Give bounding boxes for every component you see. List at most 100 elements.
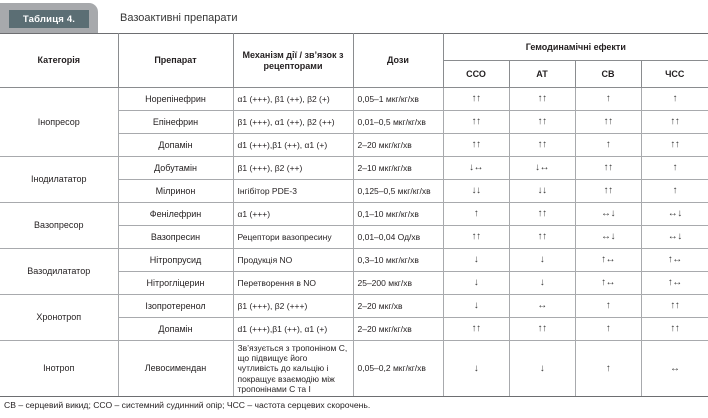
drug-cell: Допамін [117, 133, 234, 157]
table-row: Допамін d1 (+++),β1 (++), α1 (+) 2–20 мк… [0, 133, 708, 157]
table-row: Вазопресин Рецептори вазопресину 0,01–0,… [0, 225, 708, 249]
effect-chss-cell: ↔↓ [640, 225, 708, 249]
effect-sv-cell: ↑↔ [574, 271, 642, 295]
effect-at-cell: ↑↑ [508, 133, 576, 157]
category-cell: Інопресор [0, 87, 119, 157]
category-cell: Вазодилататор [0, 248, 119, 295]
effect-sso-cell: ↓ [442, 340, 510, 397]
effect-sv-cell: ↔↓ [574, 202, 642, 226]
drug-cell: Норепінефрин [117, 87, 234, 111]
dose-cell: 0,01–0,5 мкг/кг/хв [352, 110, 444, 134]
effect-sv-cell: ↑ [574, 133, 642, 157]
drug-cell: Добутамін [117, 156, 234, 180]
category-cell: Інотроп [0, 340, 119, 397]
effect-chss-cell: ↑ [640, 87, 708, 111]
effect-sso-cell: ↑↑ [442, 225, 510, 249]
category-cell: Інодилататор [0, 156, 119, 203]
effect-at-cell: ↓↓ [508, 179, 576, 203]
category-cell: Хронотроп [0, 294, 119, 341]
dose-cell: 0,125–0,5 мкг/кг/хв [352, 179, 444, 203]
column-header-sv: СВ [574, 60, 642, 88]
effect-at-cell: ↓↔ [508, 156, 576, 180]
drug-cell: Левосимендан [117, 340, 234, 397]
effect-sso-cell: ↑↑ [442, 317, 510, 341]
mechanism-cell: Інгібітор PDE-3 [232, 179, 354, 203]
dose-cell: 0,05–1 мкг/кг/хв [352, 87, 444, 111]
dose-cell: 0,01–0,04 Од/хв [352, 225, 444, 249]
effect-sso-cell: ↓ [442, 271, 510, 295]
page-title: Вазоактивні препарати [120, 12, 238, 24]
column-header-sso: ССО [442, 60, 510, 88]
dose-cell: 0,05–0,2 мкг/кг/хв [352, 340, 444, 397]
effect-sso-cell: ↑↑ [442, 110, 510, 134]
column-header-dose: Дози [352, 33, 444, 88]
drug-cell: Нітрогліцерин [117, 271, 234, 295]
mechanism-cell: β1 (+++), α1 (++), β2 (++) [232, 110, 354, 134]
column-header-at: АТ [508, 60, 576, 88]
header-row-top: Категорія Препарат Механізм дії / зв’язо… [0, 33, 708, 88]
dose-cell: 2–20 мкг/кг/хв [352, 133, 444, 157]
effect-chss-cell: ↑↑ [640, 294, 708, 318]
effect-at-cell: ↑↑ [508, 225, 576, 249]
effect-at-cell: ↔ [508, 294, 576, 318]
table-row: Інопресор Норепінефрин α1 (+++), β1 (++)… [0, 87, 708, 157]
table-row: Інодилататор Добутамін β1 (+++), β2 (++)… [0, 156, 708, 203]
table-row: Вазопресор Фенілефрин α1 (+++) 0,1–10 мк… [0, 202, 708, 249]
effect-at-cell: ↓ [508, 271, 576, 295]
mechanism-cell: Перетворення в NO [232, 271, 354, 295]
header-row-sub: ССО АТ СВ ЧСС [0, 60, 708, 88]
effect-sv-cell: ↑ [574, 87, 642, 111]
effect-chss-cell: ↑ [640, 179, 708, 203]
table-label: Таблиця 4. [9, 10, 89, 28]
effect-chss-cell: ↑↔ [640, 248, 708, 272]
effect-chss-cell: ↔ [640, 340, 708, 397]
dose-cell: 25–200 мкг/хв [352, 271, 444, 295]
effect-at-cell: ↑↑ [508, 317, 576, 341]
effect-sso-cell: ↑↑ [442, 87, 510, 111]
effect-sso-cell: ↓ [442, 248, 510, 272]
column-header-category: Категорія [0, 33, 119, 88]
dose-cell: 2–10 мкг/кг/хв [352, 156, 444, 180]
table-row: Мілринон Інгібітор PDE-3 0,125–0,5 мкг/к… [0, 179, 708, 203]
mechanism-cell: d1 (+++),β1 (++), α1 (+) [232, 317, 354, 341]
dose-cell: 2–20 мкг/кг/хв [352, 317, 444, 341]
effect-at-cell: ↓ [508, 340, 576, 397]
effect-sv-cell: ↑ [574, 317, 642, 341]
mechanism-cell: d1 (+++),β1 (++), α1 (+) [232, 133, 354, 157]
table-row: Інотроп Левосимендан Зв’язується з тропо… [0, 340, 708, 397]
effect-sv-cell: ↑↑ [574, 110, 642, 134]
drug-cell: Епінефрин [117, 110, 234, 134]
dose-cell: 2–20 мкг/хв [352, 294, 444, 318]
category-cell: Вазопресор [0, 202, 119, 249]
drug-cell: Допамін [117, 317, 234, 341]
effect-at-cell: ↑↑ [508, 202, 576, 226]
column-header-mechanism: Механізм дії / зв’язок з рецепторами [232, 33, 354, 88]
effect-at-cell: ↑↑ [508, 87, 576, 111]
vasoactive-drugs-table: Категорія Препарат Механізм дії / зв’язо… [0, 33, 708, 397]
effect-sso-cell: ↑↑ [442, 133, 510, 157]
column-header-chss: ЧСС [640, 60, 708, 88]
effect-sv-cell: ↑↔ [574, 248, 642, 272]
dose-cell: 0,1–10 мкг/кг/хв [352, 202, 444, 226]
mechanism-cell: α1 (+++), β1 (++), β2 (+) [232, 87, 354, 111]
effect-sv-cell: ↑↑ [574, 179, 642, 203]
effect-at-cell: ↓ [508, 248, 576, 272]
effect-chss-cell: ↑↑ [640, 317, 708, 341]
effect-at-cell: ↑↑ [508, 110, 576, 134]
mechanism-cell: β1 (+++), β2 (++) [232, 156, 354, 180]
mechanism-cell: Рецептори вазопресину [232, 225, 354, 249]
drug-cell: Нітропрусид [117, 248, 234, 272]
dose-cell: 0,3–10 мкг/кг/хв [352, 248, 444, 272]
effect-sso-cell: ↑ [442, 202, 510, 226]
effect-sv-cell: ↑ [574, 294, 642, 318]
effect-chss-cell: ↑ [640, 156, 708, 180]
effect-sso-cell: ↓ [442, 294, 510, 318]
effect-sv-cell: ↑ [574, 340, 642, 397]
column-header-hemodynamic-effects: Гемодинамічні ефекти [442, 33, 708, 61]
drug-cell: Ізопротеренол [117, 294, 234, 318]
mechanism-cell: β1 (+++), β2 (+++) [232, 294, 354, 318]
drug-cell: Фенілефрин [117, 202, 234, 226]
column-header-drug: Препарат [117, 33, 234, 88]
effect-sv-cell: ↔↓ [574, 225, 642, 249]
drug-cell: Вазопресин [117, 225, 234, 249]
